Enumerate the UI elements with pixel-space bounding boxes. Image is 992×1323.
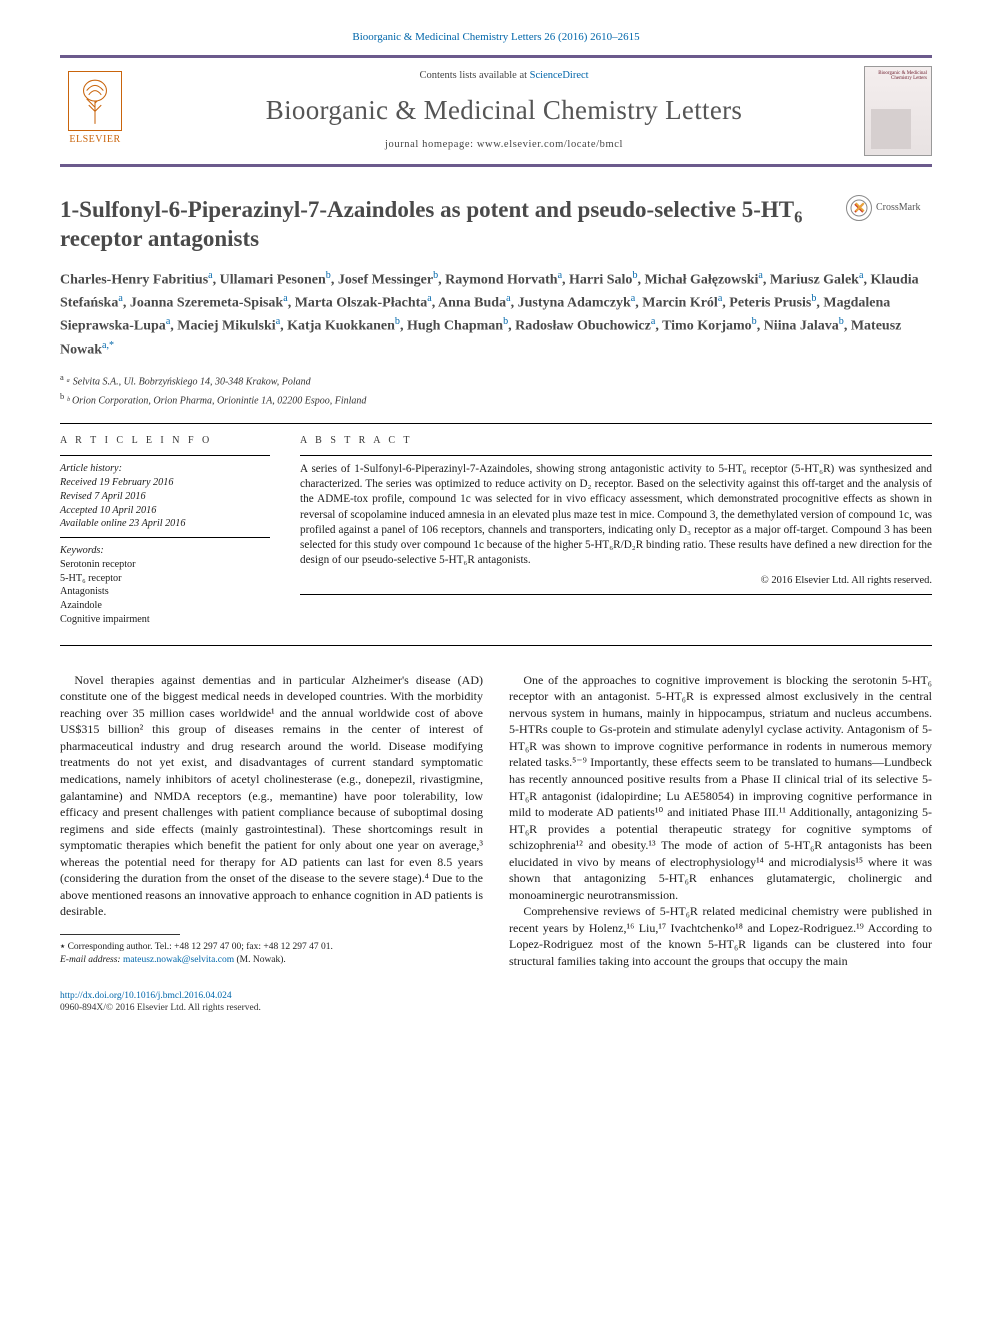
history-online: Available online 23 April 2016 — [60, 517, 270, 531]
author-list: Charles-Henry Fabritiusa, Ullamari Peson… — [60, 268, 932, 361]
article-body: Novel therapies against dementias and in… — [60, 672, 932, 970]
cover-thumb-title: Bioorganic & Medicinal Chemistry Letters — [869, 71, 927, 82]
affiliations: a ᵃ Selvita S.A., Ul. Bobrzyńskiego 14, … — [60, 371, 932, 409]
footnote-corresponding-line: ٭ Corresponding author. Tel.: +48 12 297… — [60, 941, 483, 954]
page-footer: http://dx.doi.org/10.1016/j.bmcl.2016.04… — [60, 990, 932, 1016]
publisher-logo[interactable]: ELSEVIER — [60, 71, 130, 151]
history-label: Article history: — [60, 462, 270, 476]
affiliation-a: a ᵃ Selvita S.A., Ul. Bobrzyńskiego 14, … — [60, 371, 932, 390]
footnote-separator — [60, 934, 180, 935]
section-rule — [60, 423, 932, 424]
keyword: 5-HT₆ receptor — [60, 572, 270, 586]
corresponding-email-link[interactable]: mateusz.nowak@selvita.com — [123, 955, 234, 965]
journal-cover-thumbnail: Bioorganic & Medicinal Chemistry Letters — [864, 66, 932, 156]
section-rule — [60, 645, 932, 646]
article-title: 1-Sulfonyl-6-Piperazinyl-7-Azaindoles as… — [60, 195, 826, 254]
issn-copyright: 0960-894X/© 2016 Elsevier Ltd. All right… — [60, 1003, 261, 1013]
article-info-column: A R T I C L E I N F O Article history: R… — [60, 434, 270, 627]
crossmark-icon — [846, 195, 872, 221]
article-history: Article history: Received 19 February 20… — [60, 462, 270, 531]
history-revised: Revised 7 April 2016 — [60, 490, 270, 504]
journal-title: Bioorganic & Medicinal Chemistry Letters — [144, 92, 864, 128]
crossmark-label: CrossMark — [876, 201, 920, 215]
keyword: Cognitive impairment — [60, 613, 270, 627]
journal-masthead: ELSEVIER Contents lists available at Sci… — [60, 55, 932, 167]
abstract-column: A B S T R A C T A series of 1-Sulfonyl-6… — [300, 434, 932, 627]
body-paragraph-3: Comprehensive reviews of 5-HT₆R related … — [509, 903, 932, 969]
abstract-text: A series of 1-Sulfonyl-6-Piperazinyl-7-A… — [300, 462, 932, 568]
doi-link[interactable]: http://dx.doi.org/10.1016/j.bmcl.2016.04… — [60, 991, 232, 1001]
publisher-name: ELSEVIER — [69, 133, 120, 147]
history-accepted: Accepted 10 April 2016 — [60, 504, 270, 518]
affiliation-b: b ᵇ Orion Corporation, Orion Pharma, Ori… — [60, 390, 932, 409]
corresponding-author-footnote: ٭ Corresponding author. Tel.: +48 12 297… — [60, 941, 483, 967]
journal-homepage-line: journal homepage: www.elsevier.com/locat… — [144, 138, 864, 152]
footnote-email-who: (M. Nowak). — [234, 955, 286, 965]
abstract-heading: A B S T R A C T — [300, 434, 932, 448]
keyword: Antagonists — [60, 585, 270, 599]
homepage-label: journal homepage: — [385, 139, 477, 150]
journal-reference-line: Bioorganic & Medicinal Chemistry Letters… — [60, 30, 932, 45]
body-paragraph-1: Novel therapies against dementias and in… — [60, 672, 483, 920]
keyword: Serotonin receptor — [60, 558, 270, 572]
elsevier-tree-icon — [68, 71, 122, 131]
keyword: Azaindole — [60, 599, 270, 613]
abstract-copyright: © 2016 Elsevier Ltd. All rights reserved… — [300, 574, 932, 588]
homepage-url[interactable]: www.elsevier.com/locate/bmcl — [477, 139, 623, 150]
keywords-block: Keywords: Serotonin receptor 5-HT₆ recep… — [60, 544, 270, 627]
history-received: Received 19 February 2016 — [60, 476, 270, 490]
footnote-email-label: E-mail address: — [60, 955, 123, 965]
crossmark-badge[interactable]: CrossMark — [846, 195, 932, 221]
body-paragraph-2: One of the approaches to cognitive impro… — [509, 672, 932, 904]
sciencedirect-link[interactable]: ScienceDirect — [530, 70, 589, 81]
keywords-label: Keywords: — [60, 544, 270, 558]
article-info-heading: A R T I C L E I N F O — [60, 434, 270, 448]
cover-thumb-graphic — [871, 109, 911, 149]
contents-available-line: Contents lists available at ScienceDirec… — [144, 69, 864, 83]
contents-prefix: Contents lists available at — [419, 70, 529, 81]
